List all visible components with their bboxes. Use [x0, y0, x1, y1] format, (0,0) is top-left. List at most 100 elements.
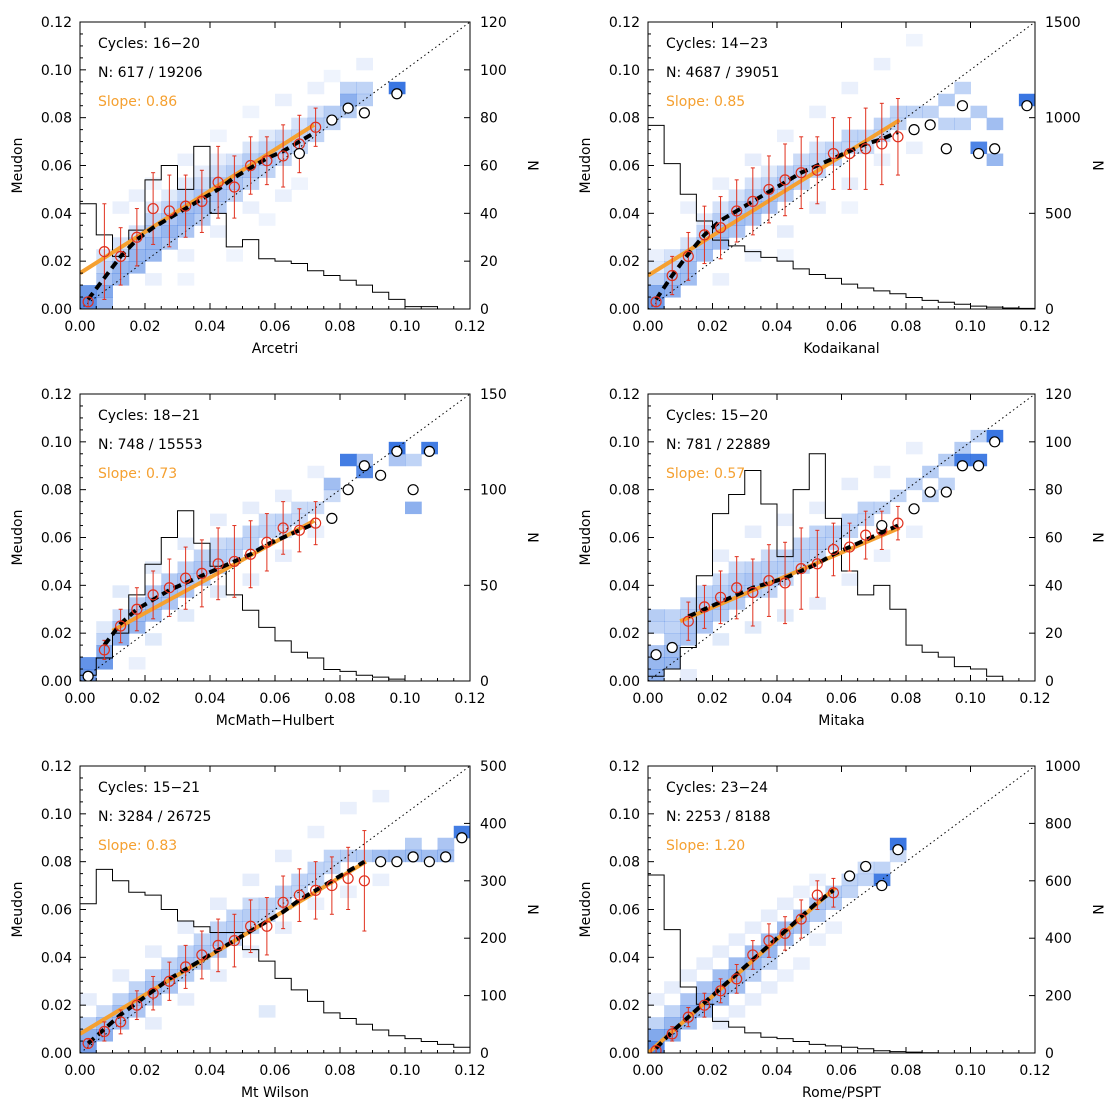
- heatmap-cell: [906, 477, 923, 491]
- x-tick-label: 0.04: [194, 1063, 225, 1079]
- extra-point: [892, 844, 904, 856]
- y-tick-label: 0.04: [41, 950, 72, 966]
- y-tick-label: 0.02: [41, 998, 72, 1014]
- x-tick-label: 0.04: [194, 319, 225, 335]
- right-tick-label: 0: [1045, 674, 1054, 690]
- heatmap-cell: [648, 261, 665, 274]
- heatmap-cell: [340, 453, 357, 467]
- extra-point: [1021, 100, 1033, 112]
- data-point: [763, 574, 775, 587]
- y-axis-title: Meudon: [578, 138, 594, 194]
- extra-point: [293, 147, 305, 160]
- data-point: [310, 121, 322, 133]
- heatmap-cell: [242, 501, 260, 515]
- right-tick-label: 120: [1045, 387, 1072, 403]
- data-point: [698, 229, 711, 241]
- data-point: [714, 222, 727, 234]
- heatmap-cell: [712, 1017, 730, 1030]
- heatmap-cell: [340, 801, 357, 815]
- data-point: [196, 567, 208, 579]
- heatmap-cell: [954, 81, 971, 95]
- heatmap-cell: [80, 993, 97, 1006]
- y-tick-label: 0.08: [41, 855, 72, 871]
- data-point: [860, 529, 872, 541]
- heatmap-cell: [177, 249, 195, 262]
- fit-line: [648, 118, 901, 278]
- heatmap-cell: [275, 489, 292, 503]
- heatmap-cell: [323, 849, 341, 863]
- data-point: [682, 615, 694, 627]
- plot-area: [80, 766, 470, 1053]
- right-axis-title: N: [524, 904, 540, 914]
- x-tick-label: 0.00: [64, 319, 95, 335]
- right-tick-label: 80: [1045, 483, 1063, 499]
- heatmap-cell: [728, 1005, 746, 1018]
- y-tick-label: 0.00: [41, 1046, 72, 1062]
- y-axis-title: Meudon: [10, 882, 26, 938]
- data-point: [245, 920, 257, 932]
- extra-point: [391, 88, 403, 100]
- heatmap-cell: [323, 489, 341, 503]
- y-tick-label: 0.12: [41, 15, 72, 31]
- y-tick-label: 0.10: [41, 435, 72, 451]
- extra-point: [407, 851, 419, 863]
- y-tick-label: 0.06: [609, 531, 640, 547]
- data-point: [293, 889, 305, 901]
- heatmap-cell: [128, 657, 146, 670]
- data-point: [827, 147, 840, 160]
- extra-point: [924, 486, 936, 498]
- heatmap-cell: [970, 105, 988, 119]
- right-tick-label: 200: [1045, 989, 1072, 1005]
- heatmap-cell: [809, 201, 826, 214]
- heatmap-cell: [744, 525, 762, 538]
- right-tick-label: 300: [480, 874, 507, 890]
- data-point: [763, 934, 775, 947]
- cycles-label: Cycles: 14−23: [666, 36, 768, 52]
- y-tick-label: 0.02: [41, 626, 72, 642]
- heatmap-cell: [340, 81, 357, 95]
- heatmap-cell: [323, 105, 341, 119]
- data-point: [714, 591, 727, 603]
- right-tick-label: 60: [1045, 531, 1063, 547]
- count-label: N: 617 / 19206: [98, 65, 203, 81]
- x-axis-title: Rome/PSPT: [802, 1085, 881, 1101]
- heatmap-cell: [145, 1017, 162, 1030]
- data-point: [650, 296, 662, 308]
- extra-point: [326, 512, 338, 524]
- extra-point: [876, 879, 888, 892]
- y-tick-label: 0.00: [41, 674, 72, 690]
- data-point: [811, 558, 823, 570]
- y-tick-label: 0.02: [609, 998, 640, 1014]
- heatmap-cell: [777, 129, 794, 143]
- panel-1: 0.00 0.02 0.04 0.06 0.08 0.10 0.12 0.00 0.02 0.04…: [10, 15, 540, 357]
- extra-point: [666, 641, 678, 654]
- plot-area: [80, 22, 470, 309]
- heatmap-cell: [664, 621, 681, 634]
- y-tick-label: 0.10: [609, 435, 640, 451]
- x-tick-label: 0.00: [632, 319, 663, 335]
- histogram-outline: [80, 145, 470, 309]
- x-tick-label: 0.12: [1019, 319, 1050, 335]
- heatmap-cell: [825, 921, 842, 934]
- data-point: [131, 999, 143, 1011]
- cycles-label: Cycles: 16−20: [98, 36, 200, 52]
- heatmap-cell: [128, 981, 146, 994]
- heatmap-cell: [857, 873, 875, 887]
- data-point: [682, 1011, 694, 1023]
- extra-point: [940, 486, 952, 498]
- y-tick-label: 0.12: [41, 387, 72, 403]
- x-tick-label: 0.10: [389, 1063, 420, 1079]
- heatmap-cell: [841, 477, 859, 491]
- data-point: [682, 250, 694, 262]
- y-tick-label: 0.08: [41, 111, 72, 127]
- data-point: [147, 202, 159, 215]
- slope-label: Slope: 0.57: [666, 466, 745, 482]
- data-point: [147, 589, 159, 601]
- heatmap-cell: [145, 969, 162, 982]
- y-tick-label: 0.00: [609, 302, 640, 318]
- right-tick-label: 80: [480, 111, 498, 127]
- y-tick-label: 0.02: [41, 254, 72, 270]
- data-point: [811, 164, 823, 176]
- heatmap-cell: [841, 573, 859, 586]
- heatmap-cell: [177, 993, 195, 1006]
